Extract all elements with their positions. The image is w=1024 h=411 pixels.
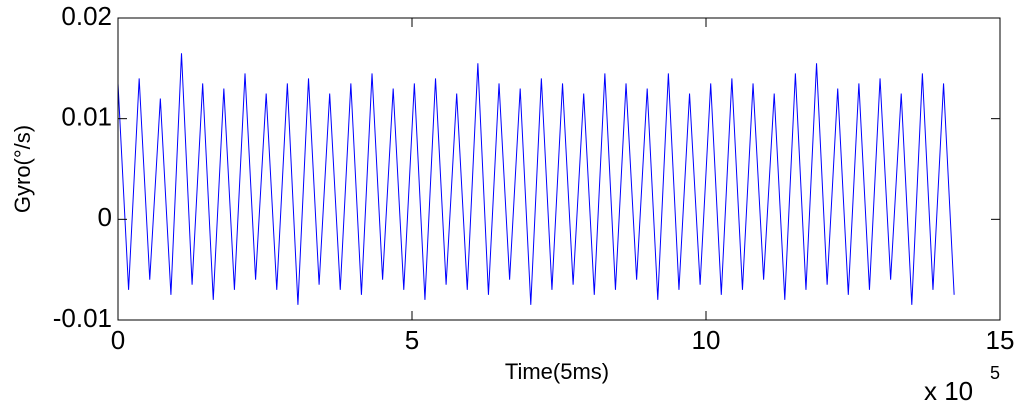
x-axis-label: Time(5ms) (505, 359, 609, 384)
y-tick-label: 0 (98, 202, 112, 232)
plot-frame (117, 17, 1001, 321)
x-exponent: 5 (990, 363, 1000, 383)
y-axis-label: Gyro(°/s) (10, 125, 35, 213)
y-tick-label: 0.02 (61, 1, 112, 31)
x-tick-label: 15 (986, 325, 1015, 355)
x-multiplier: x 10 (924, 376, 973, 406)
x-tick-label: 5 (405, 325, 419, 355)
y-tick-label: 0.01 (61, 102, 112, 132)
data-line (117, 53, 955, 305)
x-tick-label: 10 (692, 325, 721, 355)
x-tick-label: 0 (111, 325, 125, 355)
y-tick-label: -0.01 (53, 303, 112, 333)
